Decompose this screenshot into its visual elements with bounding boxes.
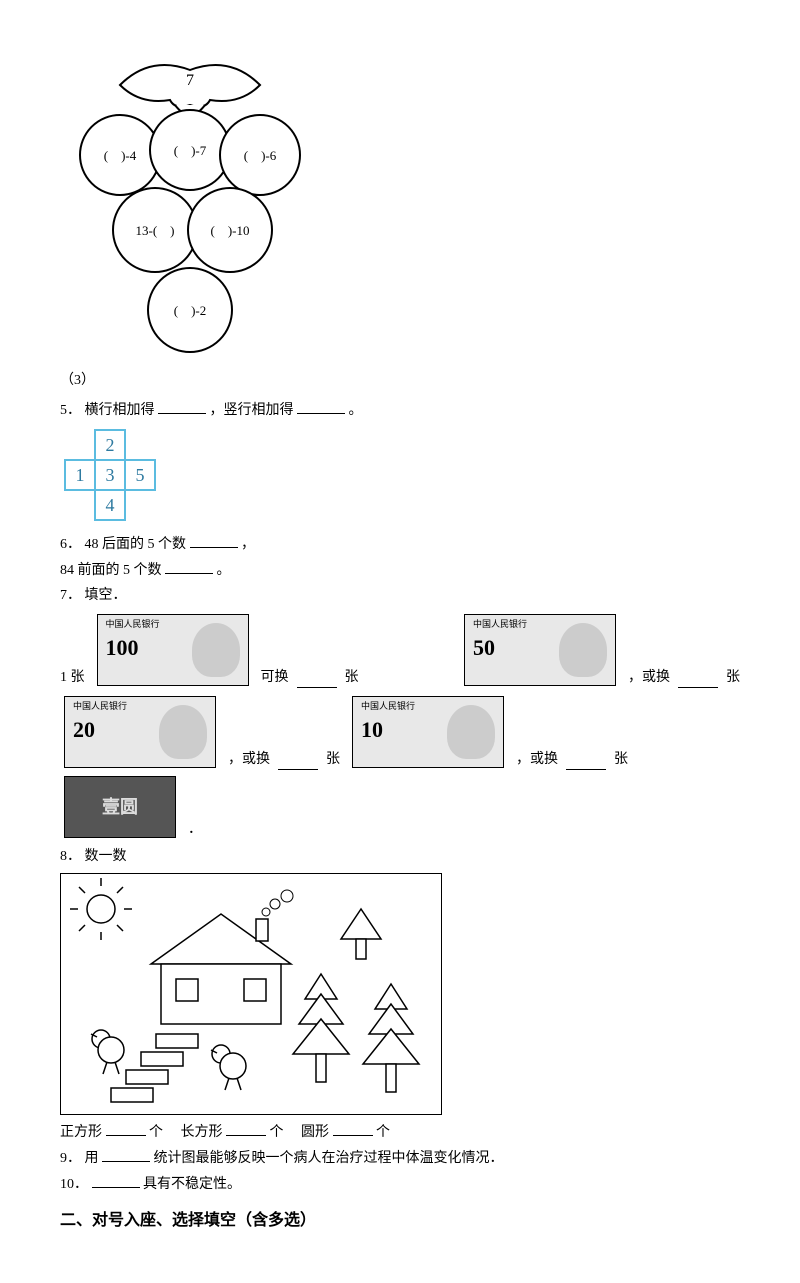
grape-svg: 7 ( )-4 ( )-7 ( )-6 13-( ) ( )-10 ( )-2 [60, 50, 320, 370]
grape-figure: 7 ( )-4 ( )-7 ( )-6 13-( ) ( )-10 ( )-2 … [60, 50, 740, 391]
q7-blank-d[interactable] [566, 755, 606, 770]
bill-bank4: 中国人民银行 [361, 700, 415, 714]
q5-num: 5． [60, 403, 81, 418]
q7-zhang-b: 张 [726, 667, 740, 688]
q9-t2: 统计图最能够反映一个病人在治疗过程中体温变化情况． [154, 1151, 504, 1166]
q8-rect: 长方形 [181, 1125, 223, 1140]
portrait-icon [447, 705, 495, 759]
portrait-icon [159, 705, 207, 759]
bill-50: 中国人民银行 50 [464, 614, 616, 686]
q7-row1: 1 张 中国人民银行 100 可换 张 中国人民银行 50 ，或换 张 [60, 612, 740, 688]
cross-figure: 2 1 3 5 4 [60, 425, 160, 525]
bill-bank3: 中国人民银行 [73, 700, 127, 714]
q7-period: ． [188, 819, 202, 840]
q6-l2b: 。 [217, 563, 231, 578]
cross-left: 1 [76, 465, 85, 485]
q10-line: 10． 具有不稳定性。 [60, 1173, 740, 1195]
bill-1: 壹圆 [64, 776, 176, 838]
grape-bot: ( )-2 [174, 303, 207, 318]
q7-row2: 中国人民银行 20 ，或换 张 中国人民银行 10 ，或换 张 壹圆 ． [60, 694, 740, 840]
bill-20: 中国人民银行 20 [64, 696, 216, 768]
q8-answers: 正方形 个 长方形 个 圆形 个 [60, 1121, 740, 1143]
q8-ge3: 个 [376, 1125, 390, 1140]
q8-blank-rect[interactable] [226, 1121, 266, 1136]
q8-circ: 圆形 [301, 1125, 329, 1140]
bill-20-val: 20 [73, 713, 95, 746]
cross-center: 3 [106, 465, 115, 485]
section-2-heading: 二、对号入座、选择填空（含多选） [60, 1209, 740, 1233]
grape-r2-a: 13-( ) [136, 223, 175, 238]
q9-num: 9． [60, 1151, 81, 1166]
grape-top: 7 [186, 72, 194, 89]
grape-sub: （3） [60, 373, 95, 388]
q5-t3: 。 [349, 403, 363, 418]
q5-t1: 横行相加得 [85, 403, 155, 418]
cross-right: 5 [136, 465, 145, 485]
q7-khuan: 可换 [261, 667, 289, 688]
q7-blank-a[interactable] [297, 673, 337, 688]
q10-num: 10． [60, 1177, 88, 1192]
q8-sq: 正方形 [60, 1125, 102, 1140]
q8-title: 数一数 [85, 849, 127, 864]
q9-t1: 用 [85, 1151, 99, 1166]
q9-line: 9． 用 统计图最能够反映一个病人在治疗过程中体温变化情况． [60, 1147, 740, 1169]
q10-blank[interactable] [92, 1173, 140, 1188]
q8-ge2: 个 [270, 1125, 284, 1140]
q10-t2: 具有不稳定性。 [143, 1177, 241, 1192]
q7-or3: ，或换 [516, 749, 558, 770]
grape-r1-b: ( )-7 [174, 143, 207, 158]
bill-1-val: 壹圆 [65, 777, 175, 837]
bill-100-val: 100 [106, 631, 139, 664]
q6-num: 6． [60, 537, 81, 552]
bill-10: 中国人民银行 10 [352, 696, 504, 768]
grape-r2-b: ( )-10 [211, 223, 250, 238]
shapes-scene [60, 873, 442, 1115]
q7-zhang-d: 张 [614, 749, 628, 770]
q7-blank-b[interactable] [678, 673, 718, 688]
q7-title: 填空． [85, 588, 127, 603]
q7-num: 7． [60, 588, 81, 603]
q5-blank1[interactable] [158, 399, 206, 414]
bill-50-val: 50 [473, 631, 495, 664]
q8-head: 8． 数一数 [60, 846, 740, 867]
q9-blank[interactable] [102, 1147, 150, 1162]
q5-line: 5． 横行相加得 ，竖行相加得 。 [60, 399, 740, 421]
q5-blank2[interactable] [297, 399, 345, 414]
q6-blank2[interactable] [165, 559, 213, 574]
q8-ge1: 个 [149, 1125, 163, 1140]
portrait-icon [192, 623, 240, 677]
portrait-icon [559, 623, 607, 677]
q5-t2: ，竖行相加得 [210, 403, 294, 418]
grape-r1-c: ( )-6 [244, 148, 277, 163]
cross-bottom: 4 [106, 495, 115, 515]
q8-blank-sq[interactable] [106, 1121, 146, 1136]
bill-bank2: 中国人民银行 [473, 618, 527, 632]
q7-one: 1 张 [60, 667, 85, 688]
q7-or2: ，或换 [228, 749, 270, 770]
bill-bank: 中国人民银行 [106, 618, 160, 632]
q8-blank-circ[interactable] [333, 1121, 373, 1136]
q7-zhang-c: 张 [326, 749, 340, 770]
q6-l1b: ， [241, 537, 255, 552]
q6-l1a: 48 后面的 5 个数 [85, 537, 187, 552]
grape-r1-a: ( )-4 [104, 148, 137, 163]
q7-head: 7． 填空． [60, 585, 740, 606]
q7-or1: ，或换 [628, 667, 670, 688]
q6-line1: 6． 48 后面的 5 个数 ， [60, 533, 740, 555]
q7-blank-c[interactable] [278, 755, 318, 770]
bill-100: 中国人民银行 100 [97, 614, 249, 686]
q7-zhang-a: 张 [345, 667, 359, 688]
cross-top: 2 [106, 435, 115, 455]
bill-10-val: 10 [361, 713, 383, 746]
q6-l2a: 84 前面的 5 个数 [60, 563, 162, 578]
q8-num: 8． [60, 849, 81, 864]
q6-blank1[interactable] [190, 533, 238, 548]
q6-line2: 84 前面的 5 个数 。 [60, 559, 740, 581]
